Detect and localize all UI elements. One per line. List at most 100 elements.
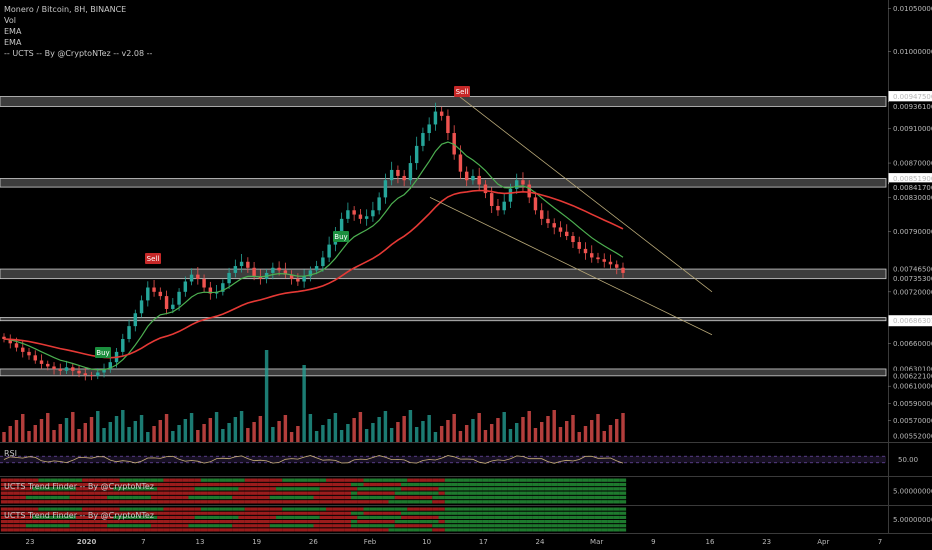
candle[interactable] xyxy=(596,257,600,260)
candle[interactable] xyxy=(483,184,488,194)
candle[interactable] xyxy=(508,188,513,202)
candle[interactable] xyxy=(602,259,606,262)
candle[interactable] xyxy=(608,261,613,265)
candle[interactable] xyxy=(339,218,344,232)
candle[interactable] xyxy=(408,163,413,181)
trendline-lower[interactable] xyxy=(429,197,713,336)
legend-vol[interactable]: Vol xyxy=(4,16,16,25)
trend1-pane-label[interactable]: UCTS Trend Finder -- By @CryptoNTez xyxy=(4,482,154,491)
candle[interactable] xyxy=(296,278,300,282)
signal-buy-label[interactable] xyxy=(95,347,111,358)
candle[interactable] xyxy=(83,373,88,376)
candle[interactable] xyxy=(196,274,200,279)
candle[interactable] xyxy=(77,370,81,374)
candle[interactable] xyxy=(521,180,525,185)
candle[interactable] xyxy=(308,270,313,277)
candle[interactable] xyxy=(8,339,12,344)
candle[interactable] xyxy=(121,339,125,352)
candle[interactable] xyxy=(252,267,256,277)
legend-ucts[interactable]: -- UCTS -- By @CryptoNTez -- v2.08 -- xyxy=(4,49,153,58)
candle[interactable] xyxy=(39,360,44,364)
candle[interactable] xyxy=(364,216,369,219)
candle[interactable] xyxy=(102,369,106,373)
candle[interactable] xyxy=(233,266,238,273)
candle[interactable] xyxy=(183,281,188,292)
candle[interactable] xyxy=(583,248,588,254)
candle[interactable] xyxy=(133,313,138,327)
candle[interactable] xyxy=(502,201,506,211)
candle[interactable] xyxy=(71,367,75,371)
candle[interactable] xyxy=(615,264,619,268)
candle[interactable] xyxy=(565,231,569,237)
candle[interactable] xyxy=(96,372,100,376)
candle[interactable] xyxy=(471,175,475,181)
candle[interactable] xyxy=(202,278,206,288)
candle[interactable] xyxy=(414,145,419,164)
candle[interactable] xyxy=(314,266,319,271)
candle[interactable] xyxy=(446,115,450,134)
candle[interactable] xyxy=(389,169,394,181)
candle[interactable] xyxy=(21,347,25,352)
candle[interactable] xyxy=(546,218,550,224)
candle[interactable] xyxy=(283,270,288,275)
candle[interactable] xyxy=(558,227,563,232)
candle[interactable] xyxy=(89,375,94,377)
candle[interactable] xyxy=(346,210,350,219)
candle[interactable] xyxy=(164,296,169,309)
legend-ema-2[interactable]: EMA xyxy=(4,38,22,47)
candle[interactable] xyxy=(427,124,431,134)
signal-sell-label[interactable] xyxy=(145,253,161,264)
trend2-pane-label[interactable]: UCTS Trend Finder -- By @CryptoNTez xyxy=(4,511,154,520)
candle[interactable] xyxy=(152,287,156,292)
candle[interactable] xyxy=(514,180,519,189)
candle[interactable] xyxy=(489,193,494,206)
trendline-upper[interactable] xyxy=(459,96,713,293)
candle[interactable] xyxy=(171,304,175,309)
candle[interactable] xyxy=(208,287,213,294)
candle[interactable] xyxy=(2,336,6,340)
candle[interactable] xyxy=(533,197,538,211)
candle[interactable] xyxy=(64,367,69,371)
candle[interactable] xyxy=(146,287,150,301)
candle[interactable] xyxy=(177,291,181,305)
candle[interactable] xyxy=(58,369,62,371)
candle[interactable] xyxy=(396,169,400,176)
candle[interactable] xyxy=(302,276,306,282)
candle[interactable] xyxy=(352,210,356,215)
candle[interactable] xyxy=(46,363,50,367)
candle[interactable] xyxy=(189,274,194,282)
candle[interactable] xyxy=(221,283,225,292)
candle[interactable] xyxy=(577,242,581,249)
candle[interactable] xyxy=(377,197,381,211)
signal-buy-label[interactable] xyxy=(333,231,349,242)
candle[interactable] xyxy=(33,355,37,361)
candle[interactable] xyxy=(383,180,388,198)
candle[interactable] xyxy=(439,111,444,116)
candle[interactable] xyxy=(621,267,625,273)
candle[interactable] xyxy=(371,210,375,217)
candle[interactable] xyxy=(402,175,406,181)
candle[interactable] xyxy=(527,184,531,198)
candle[interactable] xyxy=(158,291,163,297)
candle[interactable] xyxy=(496,205,500,211)
candle[interactable] xyxy=(571,236,575,243)
candle[interactable] xyxy=(52,366,56,370)
candle[interactable] xyxy=(464,171,469,181)
candle[interactable] xyxy=(358,214,363,219)
candle[interactable] xyxy=(227,272,231,284)
candle[interactable] xyxy=(421,133,425,146)
candle[interactable] xyxy=(239,261,244,267)
candle[interactable] xyxy=(321,257,325,267)
legend-symbol[interactable]: Monero / Bitcoin, 8H, BINANCE xyxy=(4,5,127,14)
candle[interactable] xyxy=(246,261,250,268)
rsi-pane-label[interactable]: RSI xyxy=(4,449,17,458)
candle[interactable] xyxy=(108,362,113,370)
candle[interactable] xyxy=(539,210,544,219)
candle[interactable] xyxy=(327,244,331,258)
candle[interactable] xyxy=(127,326,131,340)
candle[interactable] xyxy=(27,351,31,356)
candle[interactable] xyxy=(452,133,456,155)
legend-ema-1[interactable]: EMA xyxy=(4,27,22,36)
candle[interactable] xyxy=(552,223,556,228)
